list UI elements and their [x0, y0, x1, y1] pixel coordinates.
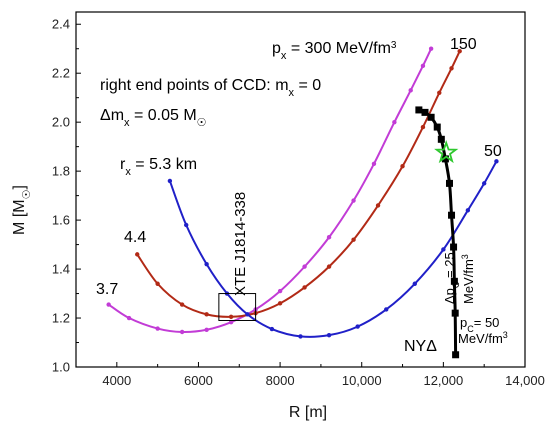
label-nyd: NYΔ [404, 338, 437, 355]
point-px150 [135, 252, 140, 257]
point-px300 [351, 198, 356, 203]
point-px150 [351, 237, 356, 242]
point-NYD [421, 108, 429, 116]
point-px150 [228, 314, 234, 320]
label-rx: rx = 5.3 km [120, 156, 197, 178]
point-px300 [155, 326, 160, 331]
point-px50 [245, 312, 250, 317]
label-pc: pC= 50 [460, 315, 499, 334]
point-px50 [269, 326, 275, 332]
point-px300 [392, 119, 397, 125]
label-px150: 150 [450, 36, 477, 53]
point-px50 [326, 332, 332, 338]
x-axis-title: R [m] [289, 404, 327, 421]
y-tick-label: 1.6 [52, 213, 70, 228]
point-px150 [302, 285, 307, 290]
point-px300 [126, 315, 132, 321]
point-px150 [437, 90, 442, 95]
label-4-4: 4.4 [124, 229, 146, 246]
point-px300 [408, 88, 413, 93]
point-px150 [449, 66, 454, 71]
point-px300 [204, 327, 209, 332]
plot-frame [75, 11, 526, 368]
series [106, 46, 499, 359]
x-tick-label: 4000 [102, 373, 131, 388]
x-tick-label: 8000 [266, 373, 295, 388]
point-px150 [179, 302, 185, 307]
label-px300: px = 300 MeV/fm3 [272, 40, 397, 63]
point-px150 [420, 124, 426, 130]
point-px50 [167, 178, 173, 184]
series-line-px150 [136, 50, 461, 318]
point-NYD [445, 179, 453, 187]
point-px50 [494, 159, 499, 164]
point-px150 [375, 203, 381, 208]
point-px150 [400, 164, 405, 169]
point-px300 [277, 288, 283, 294]
point-px50 [384, 307, 389, 312]
point-px50 [441, 247, 446, 252]
point-NYD [448, 211, 456, 219]
point-px150 [155, 281, 160, 286]
xte-box [218, 293, 257, 321]
point-NYD [427, 113, 435, 121]
point-px300 [179, 329, 185, 335]
point-px300 [326, 235, 332, 240]
point-NYD [415, 106, 423, 114]
label-pc-unit: MeV/fm3 [458, 330, 508, 346]
y-tick-label: 1.4 [52, 262, 70, 277]
point-px50 [355, 324, 360, 329]
point-px150 [457, 48, 462, 54]
star-marker-group [434, 140, 459, 164]
point-px50 [298, 334, 303, 339]
label-xte: XTE J1814-338 [232, 192, 249, 296]
point-px50 [412, 281, 417, 286]
point-px300 [371, 161, 377, 166]
label-dpc-unit: MeV/fm3 [460, 254, 476, 304]
label-dmx: Δmx = 0.05 M☉ [100, 107, 207, 129]
point-NYD [450, 243, 458, 251]
star-marker [434, 140, 459, 164]
series-line-px300 [108, 48, 433, 334]
y-tick-label: 2.4 [52, 17, 70, 32]
axes [75, 11, 526, 368]
label-ccd: right end points of CCD: mx = 0 [100, 77, 321, 99]
x-tick-label: 10,000 [342, 373, 382, 388]
y-tick-label: 1.2 [52, 311, 70, 326]
x-tick-label: 12,000 [423, 373, 463, 388]
point-NYD [437, 135, 445, 143]
point-px50 [204, 261, 209, 267]
point-px150 [326, 264, 332, 269]
point-NYD [433, 123, 441, 131]
y-tick-label: 1.0 [52, 360, 70, 375]
point-px300 [428, 46, 434, 51]
point-px150 [204, 312, 209, 317]
point-px300 [420, 63, 426, 69]
point-NYD [452, 351, 460, 359]
x-tick-label: 14,000 [505, 373, 545, 388]
point-px150 [277, 301, 283, 306]
series-line-NYD [418, 108, 458, 355]
y-axis-title: M [M☉] [11, 185, 33, 235]
point-NYD [441, 155, 449, 163]
point-px300 [302, 264, 307, 269]
y-tick-label: 2.0 [52, 115, 70, 130]
y-tick-label: 2.2 [52, 66, 70, 81]
point-px50 [481, 181, 487, 186]
label-px50: 50 [484, 143, 502, 160]
point-NYD [451, 309, 459, 317]
point-px300 [106, 302, 111, 307]
x-tick-label: 6000 [184, 373, 213, 388]
label-dpc: ΔpC = 25 [442, 252, 461, 304]
point-NYD [450, 277, 458, 285]
label-3-7: 3.7 [96, 281, 118, 298]
point-px300 [228, 319, 234, 325]
point-px50 [465, 208, 471, 213]
point-px50 [184, 222, 189, 228]
y-tick-label: 1.8 [52, 164, 70, 179]
ticks: 4000 6000 8000 10,000 12,000 14,000 1.0 1.2 1.4 1… [52, 17, 545, 388]
